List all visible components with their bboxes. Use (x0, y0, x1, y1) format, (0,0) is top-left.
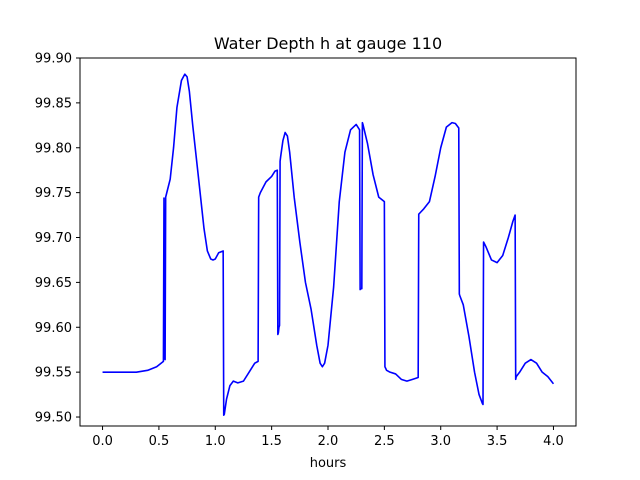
x-tick-label: 3.0 (430, 434, 451, 449)
y-tick-label: 99.55 (35, 366, 72, 381)
x-tick-label: 2.5 (374, 434, 395, 449)
x-axis: 0.0 0.5 1.0 1.5 2.0 2.5 3.0 3.5 4.0 (92, 426, 564, 449)
y-axis: 99.50 99.55 99.60 99.65 99.70 99.75 99.80 99.85… (35, 52, 80, 426)
y-tick-label: 99.60 (35, 321, 72, 336)
y-tick-label: 99.85 (35, 96, 72, 111)
y-tick-label: 99.70 (35, 231, 72, 246)
y-tick-label: 99.50 (35, 411, 72, 426)
series-layer (102, 73, 555, 417)
plot-area (80, 58, 576, 426)
series-line-0 (102, 73, 555, 417)
x-tick-label: 0.0 (92, 434, 113, 449)
y-tick-label: 99.80 (35, 141, 72, 156)
x-tick-label: 4.0 (543, 434, 564, 449)
y-tick-label: 99.65 (35, 276, 72, 291)
y-tick-label: 99.75 (35, 186, 72, 201)
x-tick-label: 1.0 (205, 434, 226, 449)
x-tick-label: 2.0 (318, 434, 339, 449)
x-tick-label: 1.5 (261, 434, 282, 449)
y-tick-label: 99.90 (35, 52, 72, 67)
x-tick-label: 0.5 (149, 434, 170, 449)
chart-title: Water Depth h at gauge 110 (214, 34, 442, 53)
x-tick-label: 3.5 (487, 434, 508, 449)
x-axis-label: hours (310, 456, 347, 471)
